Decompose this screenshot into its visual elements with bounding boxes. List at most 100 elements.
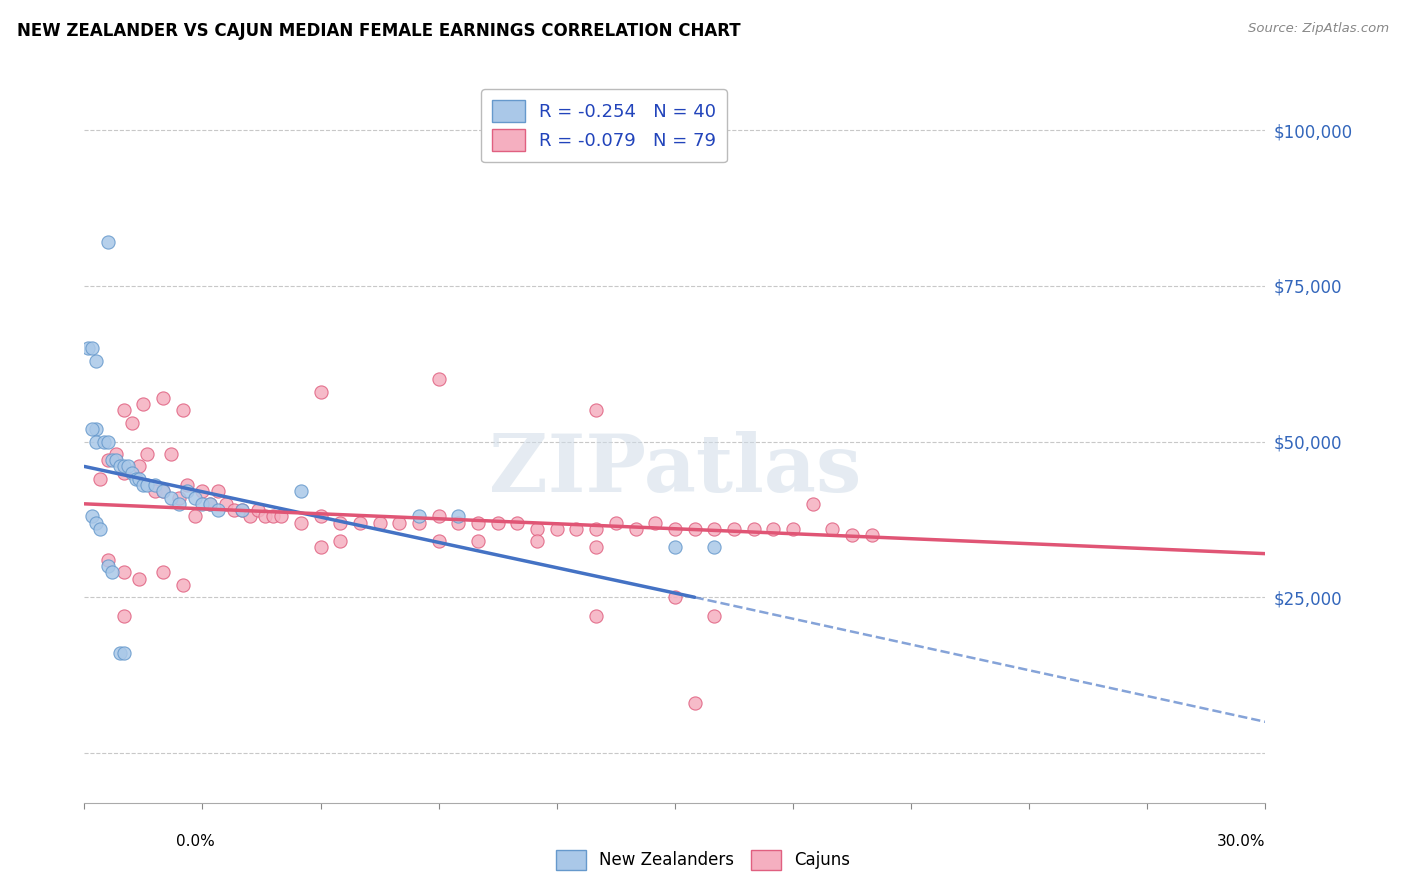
Point: [703, 541, 725, 555]
Point: [290, 516, 312, 530]
Point: [104, 447, 127, 461]
Point: [101, 566, 124, 580]
Point: [309, 509, 332, 524]
Point: [368, 516, 391, 530]
Point: [84, 353, 107, 368]
Point: [215, 497, 238, 511]
Point: [82, 341, 104, 355]
Point: [108, 459, 131, 474]
Point: [117, 459, 139, 474]
Point: [143, 484, 166, 499]
Point: [82, 509, 104, 524]
Point: [683, 522, 706, 536]
Point: [427, 509, 450, 524]
Text: Source: ZipAtlas.com: Source: ZipAtlas.com: [1249, 22, 1389, 36]
Point: [447, 516, 470, 530]
Point: [152, 391, 174, 405]
Point: [254, 509, 277, 524]
Point: [136, 447, 159, 461]
Point: [112, 566, 135, 580]
Point: [97, 434, 120, 449]
Point: [84, 434, 107, 449]
Point: [239, 509, 262, 524]
Point: [427, 534, 450, 549]
Point: [585, 522, 607, 536]
Point: [585, 609, 607, 624]
Point: [112, 646, 135, 660]
Point: [329, 534, 352, 549]
Point: [506, 516, 529, 530]
Point: [104, 453, 127, 467]
Point: [664, 522, 686, 536]
Point: [167, 497, 190, 511]
Point: [644, 516, 666, 530]
Point: [152, 484, 174, 499]
Point: [664, 541, 686, 555]
Point: [207, 503, 229, 517]
Point: [112, 609, 135, 624]
Point: [408, 516, 430, 530]
Point: [84, 422, 107, 436]
Point: [246, 503, 269, 517]
Point: [128, 459, 150, 474]
Point: [841, 528, 863, 542]
Point: [703, 522, 725, 536]
Point: [388, 516, 411, 530]
Point: [93, 434, 115, 449]
Point: [231, 503, 253, 517]
Point: [526, 534, 548, 549]
Point: [782, 522, 804, 536]
Point: [121, 466, 143, 480]
Point: [447, 509, 470, 524]
Point: [605, 516, 627, 530]
Point: [152, 566, 174, 580]
Point: [526, 522, 548, 536]
Point: [176, 484, 198, 499]
Point: [191, 484, 214, 499]
Point: [200, 497, 222, 511]
Point: [77, 341, 100, 355]
Point: [262, 509, 284, 524]
Point: [427, 372, 450, 386]
Point: [172, 578, 194, 592]
Point: [191, 497, 214, 511]
Point: [97, 235, 120, 250]
Point: [143, 478, 166, 492]
Point: [128, 472, 150, 486]
Point: [167, 491, 190, 505]
Point: [762, 522, 785, 536]
Point: [132, 478, 155, 492]
Point: [683, 696, 706, 710]
Point: [128, 572, 150, 586]
Point: [183, 491, 205, 505]
Text: 30.0%: 30.0%: [1218, 834, 1265, 849]
Point: [723, 522, 745, 536]
Point: [89, 472, 111, 486]
Point: [160, 491, 183, 505]
Point: [270, 509, 292, 524]
Point: [467, 534, 489, 549]
Point: [585, 541, 607, 555]
Point: [329, 516, 352, 530]
Point: [565, 522, 588, 536]
Point: [801, 497, 824, 511]
Point: [183, 509, 205, 524]
Text: 0.0%: 0.0%: [176, 834, 215, 849]
Point: [136, 478, 159, 492]
Legend: New Zealanders, Cajuns: New Zealanders, Cajuns: [550, 843, 856, 877]
Text: ZIPatlas: ZIPatlas: [489, 432, 860, 509]
Point: [585, 403, 607, 417]
Point: [860, 528, 883, 542]
Point: [664, 591, 686, 605]
Point: [821, 522, 844, 536]
Point: [108, 646, 131, 660]
Point: [82, 422, 104, 436]
Point: [309, 541, 332, 555]
Point: [309, 384, 332, 399]
Point: [112, 403, 135, 417]
Point: [486, 516, 509, 530]
Point: [349, 516, 371, 530]
Point: [121, 416, 143, 430]
Point: [132, 397, 155, 411]
Point: [624, 522, 647, 536]
